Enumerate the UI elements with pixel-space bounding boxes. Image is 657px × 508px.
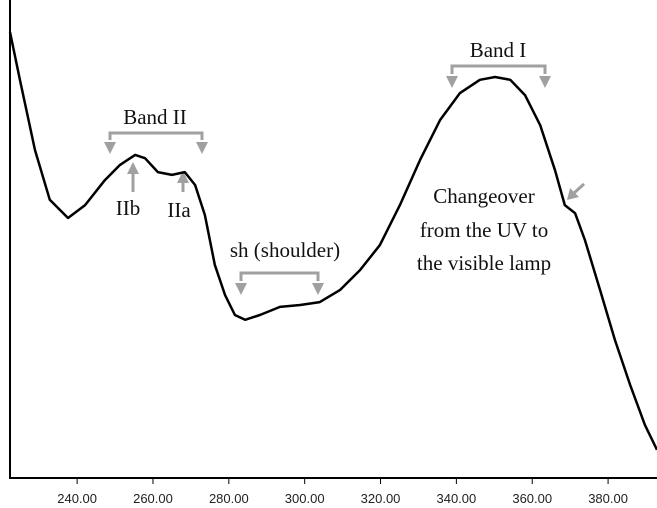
x-tick-label: 320.00 [361, 491, 401, 506]
shoulder-bracket [239, 271, 320, 281]
band-ii-bracket [108, 131, 204, 140]
annotation: sh (shoulder) [230, 238, 340, 262]
band-i-bracket [450, 64, 547, 74]
annotation: from the UV to [420, 218, 549, 242]
annotation: IIb [116, 196, 141, 220]
arrowhead [567, 188, 579, 200]
x-tick-label: 280.00 [209, 491, 249, 506]
x-tick-label: 300.00 [285, 491, 325, 506]
annotation: Band I [470, 38, 527, 62]
annotation: Band II [123, 105, 187, 129]
arrowhead [177, 171, 189, 183]
annotation: IIa [167, 198, 191, 222]
changeover-arrow [572, 182, 586, 195]
annotation: Changeover [433, 184, 534, 208]
arrowhead [235, 283, 247, 295]
x-tick-label: 260.00 [133, 491, 173, 506]
annotation: the visible lamp [417, 251, 551, 275]
spectrum-line [8, 31, 657, 451]
arrowhead [127, 162, 139, 174]
arrowhead [539, 76, 551, 88]
x-tick-label: 240.00 [57, 491, 97, 506]
x-tick-label: 360.00 [512, 491, 552, 506]
brackets [104, 64, 586, 295]
x-tick-label: 380.00 [588, 491, 628, 506]
arrowhead [446, 76, 458, 88]
arrowhead [312, 283, 324, 295]
arrowhead [196, 142, 208, 154]
x-tick-label: 340.00 [436, 491, 476, 506]
arrowhead [104, 142, 116, 154]
